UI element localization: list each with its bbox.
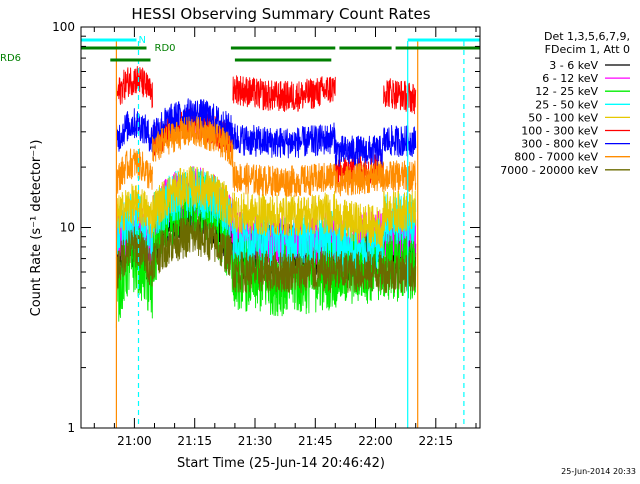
footer-timestamp: 25-Jun-2014 20:33 — [561, 467, 636, 476]
series-segment-line — [383, 190, 417, 233]
y-axis-label: Count Rate (s⁻¹ detector⁻¹) — [29, 140, 44, 317]
series-segment-line — [334, 198, 385, 249]
series-segment-line — [383, 78, 417, 115]
x-tick-label: 22:00 — [358, 434, 393, 448]
legend-entry-label: 800 - 7000 keV — [514, 151, 598, 164]
series-segment-line — [232, 161, 336, 198]
y-tick-label: 1 — [67, 421, 75, 435]
series-segment-line — [383, 160, 417, 192]
series-segment-line — [152, 116, 234, 167]
flag-label-n: N — [139, 35, 146, 46]
legend-entry-label: 50 - 100 keV — [528, 111, 598, 124]
series-segment-line — [334, 160, 385, 197]
legend-entry-label: 7000 - 20000 keV — [500, 164, 598, 177]
x-tick-label: 21:45 — [298, 434, 333, 448]
series-segment-line — [232, 122, 336, 159]
flag-label-rd6: RD6 — [0, 53, 21, 64]
series-300-800-kev — [115, 98, 417, 168]
series-7000-20000-kev — [115, 216, 417, 294]
series-segment-line — [115, 226, 153, 291]
series-segment-line — [152, 166, 234, 237]
series-800-7000-kev — [115, 116, 417, 198]
flag-label-rd0: RD0 — [155, 43, 176, 54]
x-tick-label: 21:15 — [177, 434, 212, 448]
axes: 1 10 100 21:00 21:15 21:30 21:45 22:00 22:15 — [52, 20, 480, 448]
series-segment-line — [232, 237, 336, 317]
series-segment-line — [115, 108, 153, 153]
series-segment-line — [383, 228, 417, 302]
x-axis-label: Start Time (25-Jun-14 20:46:42) — [177, 456, 385, 471]
x-tick-label: 22:15 — [419, 434, 454, 448]
series-segment-line — [232, 250, 336, 294]
series-segment-line — [152, 98, 234, 146]
legend-entry-label: 12 - 25 keV — [535, 85, 598, 98]
series-segment-line — [334, 250, 385, 293]
series-50-100-kev — [115, 165, 417, 249]
series-segment-line — [115, 148, 153, 197]
plot-area: N RD0 RD6 — [0, 35, 480, 428]
legend-entry-label: 25 - 50 keV — [535, 98, 598, 111]
legend-entry-label: 100 - 300 keV — [521, 125, 598, 138]
series-segment-line — [232, 190, 336, 237]
series-segment-line — [334, 135, 385, 168]
legend-header-line-2: FDecim 1, Att 0 — [545, 43, 630, 56]
legend-entry-label: 3 - 6 keV — [549, 59, 598, 72]
legend: Det 1,3,5,6,7,9, FDecim 1, Att 0 3 - 6 k… — [500, 30, 630, 177]
x-tick-label: 21:30 — [238, 434, 273, 448]
legend-entry-label: 6 - 12 keV — [542, 72, 598, 85]
series-segment-line — [232, 75, 336, 112]
series-segment-line — [152, 165, 234, 230]
series-segment-line — [115, 183, 153, 239]
y-tick-label: 100 — [52, 20, 75, 34]
series-segment-line — [152, 216, 234, 280]
series-segment-line — [115, 65, 153, 109]
x-tick-label: 21:00 — [117, 434, 152, 448]
chart-title: HESSI Observing Summary Count Rates — [131, 5, 430, 23]
y-tick-label: 10 — [60, 221, 75, 235]
series-segment-line — [383, 251, 417, 294]
legend-header-line-1: Det 1,3,5,6,7,9, — [544, 30, 630, 43]
legend-entry-label: 300 - 800 keV — [521, 138, 598, 151]
series-segment-line — [383, 124, 417, 158]
